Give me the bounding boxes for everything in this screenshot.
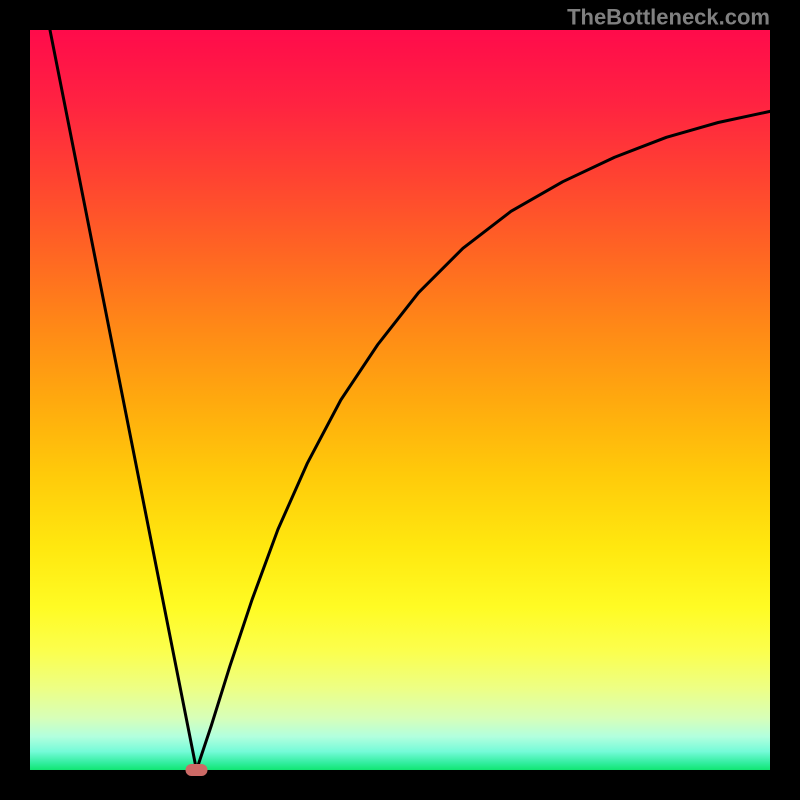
notch-marker xyxy=(186,764,208,776)
watermark-text: TheBottleneck.com xyxy=(567,5,770,30)
chart-svg: TheBottleneck.com xyxy=(0,0,800,800)
